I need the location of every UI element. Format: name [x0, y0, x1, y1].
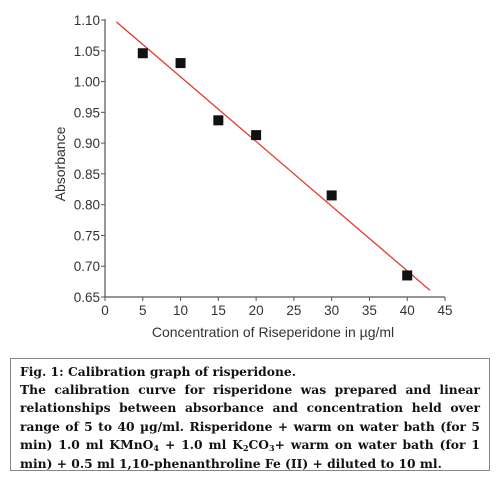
x-tick-label: 45	[437, 303, 452, 318]
data-point	[326, 190, 337, 201]
data-point	[175, 58, 186, 69]
y-tick-label: 0.80	[74, 198, 100, 213]
y-tick-label: 0.85	[74, 167, 100, 182]
data-point	[213, 115, 224, 126]
x-tick-label: 30	[324, 303, 339, 318]
x-tick-label: 0	[101, 303, 109, 318]
x-tick-label: 5	[139, 303, 147, 318]
y-tick-label: 0.90	[74, 136, 100, 151]
y-tick-label: 1.00	[74, 75, 100, 90]
y-axis-title: Absorbance	[52, 126, 68, 201]
x-tick-label: 20	[249, 303, 264, 318]
data-point	[251, 130, 262, 141]
y-tick-label: 0.70	[74, 259, 100, 274]
x-tick-label: 10	[173, 303, 188, 318]
data-point	[402, 270, 413, 281]
x-tick-label: 25	[286, 303, 301, 318]
caption-title: Fig. 1: Calibration graph of risperidone…	[20, 364, 296, 379]
y-tick-label: 1.10	[74, 13, 100, 28]
calibration-chart: 0 5 10 15 20 25 30 35 40 45 0.65 0.70 0.75 0.80 0.85 0.…	[52, 13, 453, 340]
y-tick-label: 0.65	[74, 290, 100, 305]
x-axis-title: Concentration of Riseperidone in µg/ml	[152, 324, 394, 340]
data-point	[137, 48, 148, 59]
y-tick-label: 0.75	[74, 228, 100, 243]
trendline	[115, 21, 431, 291]
caption-body: The calibration curve for risperidone wa…	[20, 381, 480, 471]
x-tick-label: 35	[362, 303, 377, 318]
y-tick-label: 0.95	[74, 105, 100, 120]
x-tick-label: 15	[211, 303, 226, 318]
y-tick-label: 1.05	[74, 44, 100, 59]
x-tick-label: 40	[400, 303, 415, 318]
figure-caption: Fig. 1: Calibration graph of risperidone…	[10, 358, 490, 471]
